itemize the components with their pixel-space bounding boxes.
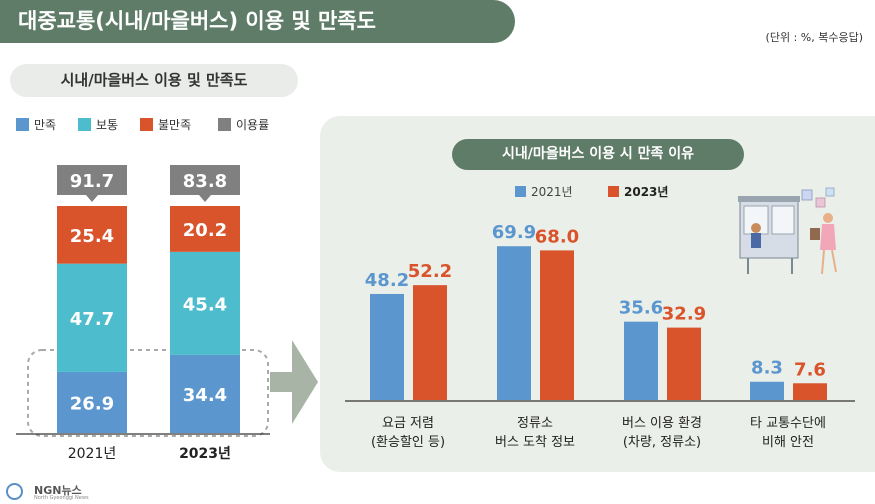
bus-stop-illustration xyxy=(738,187,837,275)
right-chart-title: 시내/마을버스 이용 시 만족 이유 xyxy=(501,146,695,162)
category-label: 버스 이용 환경 xyxy=(622,416,702,431)
legend-label: 불만족 xyxy=(158,118,192,132)
data-label: 48.2 xyxy=(365,270,409,291)
reasons-panel xyxy=(320,116,875,472)
data-label: 69.9 xyxy=(492,222,536,243)
data-label: 68.0 xyxy=(535,226,579,247)
data-label: 20.2 xyxy=(183,220,227,241)
footer-brand: NGN뉴스 xyxy=(34,484,82,497)
legend-label: 보통 xyxy=(96,118,119,132)
usage-callout xyxy=(57,165,127,195)
ngn-logo-icon xyxy=(6,483,23,500)
data-label: 7.6 xyxy=(794,359,826,380)
bar xyxy=(540,250,574,400)
legend-item-satisfied: 만족 xyxy=(16,117,56,132)
bar-segment xyxy=(57,206,127,264)
left-chart-title-pill xyxy=(10,64,298,97)
bar-segment xyxy=(57,263,127,372)
category-label: 2021년 xyxy=(68,446,117,462)
data-label: 52.2 xyxy=(408,261,452,282)
usage-label: 83.8 xyxy=(183,171,227,192)
legend-label: 2023년 xyxy=(624,184,669,199)
legend-label: 만족 xyxy=(34,118,57,132)
category-label: (차량, 정류소) xyxy=(623,435,701,450)
unit-note: (단위 : %, 복수응답) xyxy=(765,31,863,44)
data-label: 47.7 xyxy=(70,309,114,330)
bar xyxy=(370,293,404,400)
highlight-box xyxy=(27,349,269,437)
bar xyxy=(793,383,827,400)
bar-segment xyxy=(170,251,240,355)
category-label: 정류소 xyxy=(517,416,553,431)
data-label: 34.4 xyxy=(183,385,227,406)
left-stacked-chart: 26.9 47.7 25.4 91.7 2021년 34.4 45.4 20.2 83.8 202… xyxy=(16,165,270,462)
legend-item-usage: 이용률 xyxy=(218,117,269,132)
legend-swatch xyxy=(218,118,231,131)
bar xyxy=(413,285,447,400)
right-arrow-icon xyxy=(270,340,318,424)
legend-item-normal: 보통 xyxy=(78,117,118,132)
bar-segment xyxy=(57,371,127,433)
legend-swatch xyxy=(16,118,29,131)
legend-swatch xyxy=(608,185,619,197)
legend-item-unsatisfied: 불만족 xyxy=(140,117,191,132)
bar xyxy=(667,327,701,400)
legend-label: 2021년 xyxy=(531,184,573,199)
legend-item-2021: 2021년 xyxy=(515,183,573,199)
category-label: 타 교통수단에 xyxy=(750,416,826,431)
category-label: 비해 안전 xyxy=(762,435,814,450)
footer-sub: North Gyeonggi News xyxy=(34,495,89,501)
data-label: 45.4 xyxy=(183,294,227,315)
data-label: 25.4 xyxy=(70,226,114,247)
legend-label: 이용률 xyxy=(236,118,270,132)
page-title: 대중교통(시내/마을버스) 이용 및 만족도 xyxy=(18,9,376,33)
usage-callout xyxy=(170,165,240,195)
bar-segment xyxy=(170,206,240,252)
data-label: 32.9 xyxy=(662,304,706,325)
data-label: 26.9 xyxy=(70,393,114,414)
legend-swatch xyxy=(140,118,153,131)
bar xyxy=(750,381,784,400)
category-label: 요금 저렴 xyxy=(382,416,434,431)
bar xyxy=(624,321,658,400)
legend-swatch xyxy=(78,118,91,131)
right-chart-title-pill xyxy=(452,139,744,170)
category-label: 2023년 xyxy=(179,446,231,462)
category-label: 버스 도착 정보 xyxy=(495,435,575,450)
left-chart-title: 시내/마을버스 이용 및 만족도 xyxy=(60,71,248,89)
data-label: 8.3 xyxy=(751,358,783,379)
usage-callout-pointer xyxy=(86,195,98,202)
legend-item-2023: 2023년 xyxy=(608,183,668,199)
bar-segment xyxy=(170,354,240,433)
title-banner xyxy=(0,0,515,43)
data-label: 35.6 xyxy=(619,298,663,319)
usage-callout-pointer xyxy=(199,195,211,202)
legend-swatch xyxy=(515,185,526,197)
usage-label: 91.7 xyxy=(70,171,114,192)
bar xyxy=(497,246,531,400)
category-label: (환승할인 등) xyxy=(371,435,445,450)
